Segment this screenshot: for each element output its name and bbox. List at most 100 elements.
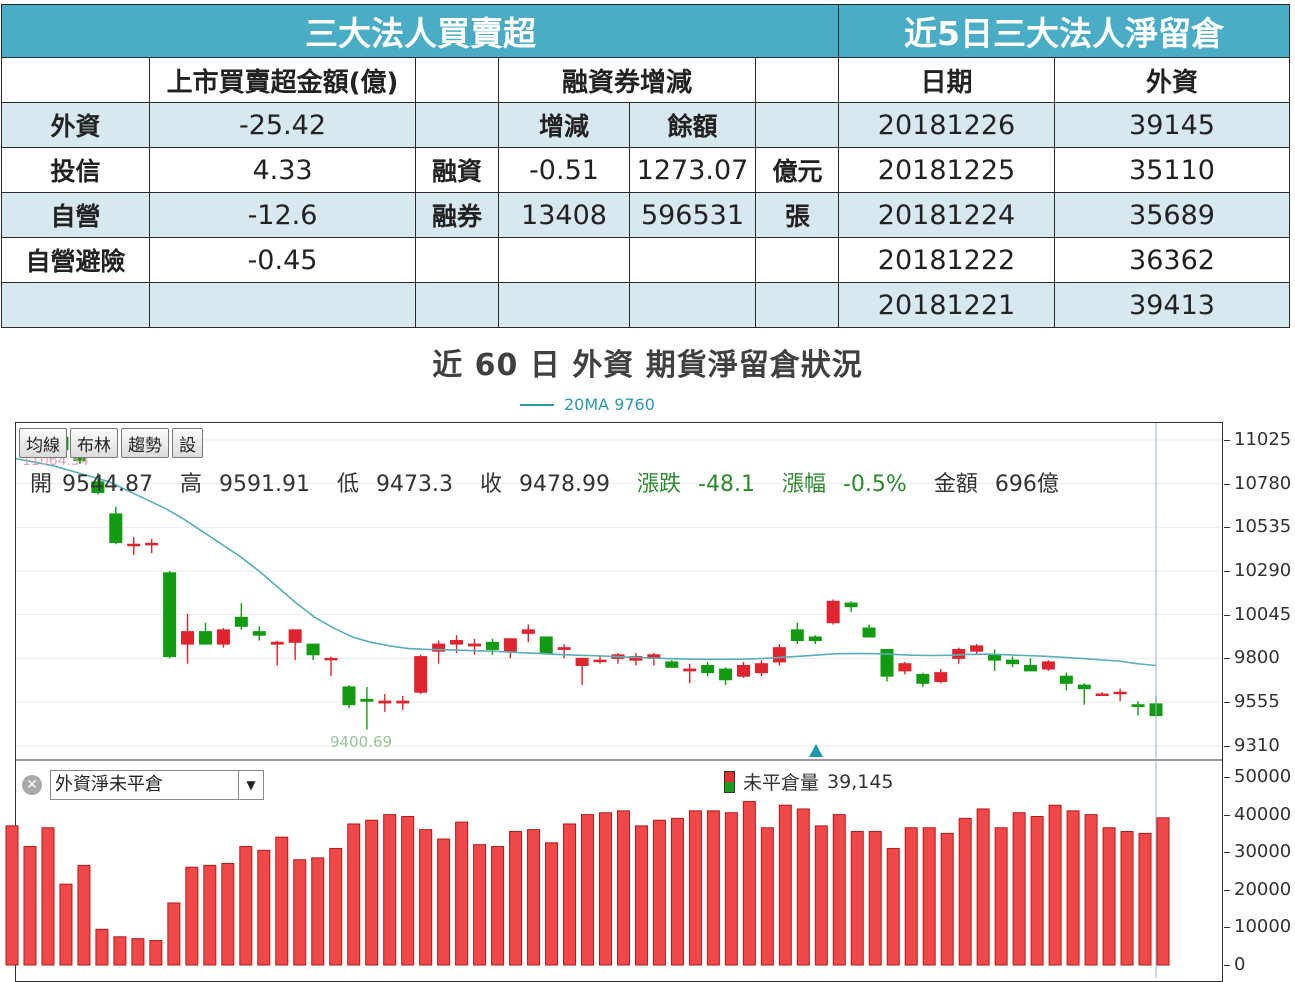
oi-bar bbox=[742, 800, 756, 966]
oi-bar bbox=[670, 817, 684, 966]
oi-bar bbox=[688, 810, 702, 966]
candle-body bbox=[521, 629, 535, 634]
oi-bar bbox=[652, 819, 666, 966]
oi-tick-label: 30000 bbox=[1234, 841, 1292, 863]
y-axis-tick bbox=[1224, 702, 1230, 704]
oi-tick-label: 40000 bbox=[1234, 803, 1292, 825]
oi-bar bbox=[293, 859, 307, 966]
candle-body bbox=[181, 631, 195, 645]
low-readout: 低 9473.3 bbox=[337, 472, 453, 497]
oi-bar bbox=[455, 821, 469, 966]
row-label: 自營 bbox=[1, 192, 150, 238]
y-axis-tick bbox=[1224, 889, 1230, 891]
y-axis-tick bbox=[1224, 439, 1230, 441]
table-row: 20181224 35689 bbox=[838, 192, 1290, 238]
oi-bar bbox=[634, 825, 648, 966]
oi-bar bbox=[419, 829, 433, 966]
candle-body bbox=[862, 627, 876, 638]
date-cell: 20181225 bbox=[838, 147, 1055, 193]
oi-bar bbox=[832, 814, 846, 966]
chevron-down-icon[interactable]: ▼ bbox=[238, 771, 263, 799]
y-axis-tick bbox=[1224, 852, 1230, 854]
oi-bar bbox=[329, 847, 343, 966]
ma-legend-label: 20MA 9760 bbox=[564, 395, 655, 414]
date-column-header: 日期 bbox=[838, 57, 1055, 103]
date-cell: 20181224 bbox=[838, 192, 1055, 238]
oi-legend: 未平倉量 39,145 bbox=[724, 768, 894, 795]
candle-body bbox=[467, 643, 481, 647]
candle-body bbox=[1023, 664, 1037, 672]
oi-bar bbox=[1084, 814, 1098, 966]
candle-body bbox=[719, 668, 733, 681]
oi-bar bbox=[598, 812, 612, 966]
oi-tick-label: 0 bbox=[1234, 954, 1246, 975]
y-axis: 11025 10780 10535 10290 10045 9800 9555 9310 500… bbox=[1224, 422, 1295, 982]
candle-body bbox=[378, 700, 392, 704]
candle-body bbox=[575, 657, 589, 666]
amount-cell: -25.42 bbox=[149, 102, 416, 148]
price-tick-label: 10535 bbox=[1234, 516, 1292, 538]
oi-legend-swatch bbox=[724, 770, 735, 793]
oi-bar bbox=[491, 846, 505, 966]
candle-body bbox=[701, 664, 715, 674]
candle-body bbox=[145, 542, 159, 546]
close-panel-icon[interactable]: ✕ bbox=[22, 775, 42, 795]
candle-body bbox=[109, 513, 123, 543]
oi-bar bbox=[401, 815, 415, 966]
candle-body bbox=[252, 631, 266, 636]
candle-body bbox=[665, 661, 679, 668]
candle-body bbox=[324, 657, 338, 661]
candle-body bbox=[898, 663, 912, 672]
value-cell: 39145 bbox=[1054, 102, 1290, 148]
y-axis-tick bbox=[1224, 483, 1230, 485]
candle-body bbox=[1131, 704, 1145, 708]
date-cell: 20181226 bbox=[838, 102, 1055, 148]
y-axis-tick bbox=[1224, 777, 1230, 778]
oi-legend-label: 未平倉量 bbox=[743, 772, 820, 794]
oi-bar bbox=[239, 846, 253, 966]
candle-body bbox=[503, 638, 517, 652]
amount-readout: 金額 696億 bbox=[933, 472, 1059, 497]
oi-bar bbox=[5, 825, 19, 966]
value-cell: 39413 bbox=[1054, 282, 1290, 328]
oi-bar bbox=[616, 810, 630, 966]
oi-bar bbox=[1120, 831, 1134, 966]
oi-bar bbox=[257, 849, 271, 966]
oi-bar bbox=[706, 810, 720, 966]
oi-legend-value: 39,145 bbox=[827, 770, 894, 793]
summary-tables: 三大法人買賣超 上市買賣超金額(億) 融資券增減 外資 -25.42 增減 餘額… bbox=[0, 0, 1295, 331]
chart-section-title: 近 60 日 外資 期貨淨留倉狀況 bbox=[432, 348, 863, 383]
candle-body bbox=[934, 672, 948, 683]
candle-body bbox=[844, 602, 858, 608]
oi-bar bbox=[976, 808, 990, 966]
date-cell: 20181221 bbox=[838, 282, 1055, 328]
candle-body bbox=[826, 600, 840, 624]
balance-cell: 596531 bbox=[629, 192, 756, 238]
unit-cell: 張 bbox=[754, 192, 841, 238]
candle-body bbox=[772, 647, 786, 663]
open-readout: 開 9544.87 bbox=[30, 472, 153, 497]
amount-cell: -0.45 bbox=[149, 237, 416, 283]
unit-cell: 億元 bbox=[754, 147, 841, 193]
date-cell: 20181222 bbox=[838, 237, 1055, 283]
candle-body bbox=[737, 664, 751, 677]
y-axis-tick bbox=[1224, 658, 1230, 660]
bollinger-button[interactable]: 布林 bbox=[70, 428, 118, 458]
ma-button[interactable]: 均線 bbox=[19, 428, 67, 458]
table-row: 20181226 39145 bbox=[838, 102, 1290, 148]
oi-bar bbox=[275, 836, 289, 966]
trend-button[interactable]: 趨勢 bbox=[121, 428, 169, 458]
open-interest-table: 近5日三大法人淨留倉 日期 外資 20181226 39145 20181225 3… bbox=[838, 4, 1290, 328]
indicator-dropdown[interactable]: 外資淨未平倉 ▼ bbox=[50, 770, 264, 800]
ma20-line bbox=[15, 457, 1157, 667]
oi-bar bbox=[311, 857, 325, 966]
oi-bar bbox=[185, 866, 199, 966]
candle-body bbox=[916, 673, 930, 684]
y-axis-tick bbox=[1224, 745, 1230, 747]
oi-bar bbox=[904, 827, 918, 966]
oi-tick-label: 20000 bbox=[1234, 878, 1292, 900]
oi-bar bbox=[545, 842, 559, 966]
settings-button[interactable]: 設 bbox=[172, 428, 203, 458]
value-cell: 35110 bbox=[1054, 147, 1290, 193]
